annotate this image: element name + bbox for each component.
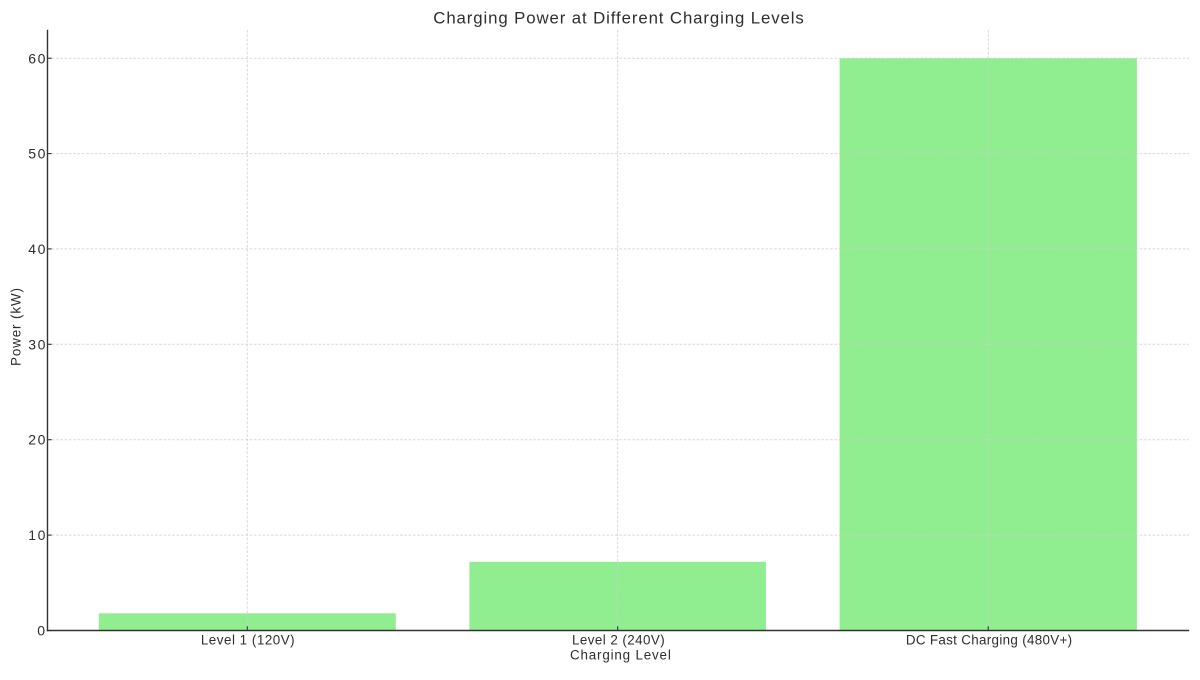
svg-text:Charging Power at Different Ch: Charging Power at Different Charging Lev… — [433, 8, 804, 27]
svg-text:60: 60 — [28, 50, 45, 66]
svg-text:20: 20 — [28, 432, 45, 448]
svg-text:Level 2 (240V): Level 2 (240V) — [572, 632, 665, 647]
svg-text:10: 10 — [28, 527, 45, 543]
svg-text:DC Fast Charging (480V+): DC Fast Charging (480V+) — [906, 632, 1072, 647]
svg-text:30: 30 — [28, 336, 45, 352]
svg-text:0: 0 — [37, 623, 45, 639]
svg-text:Power (kW): Power (kW) — [8, 288, 23, 366]
svg-text:Charging Level: Charging Level — [570, 647, 671, 662]
svg-text:50: 50 — [28, 146, 45, 162]
svg-text:Level 1 (120V): Level 1 (120V) — [201, 632, 295, 647]
svg-text:40: 40 — [28, 241, 45, 257]
